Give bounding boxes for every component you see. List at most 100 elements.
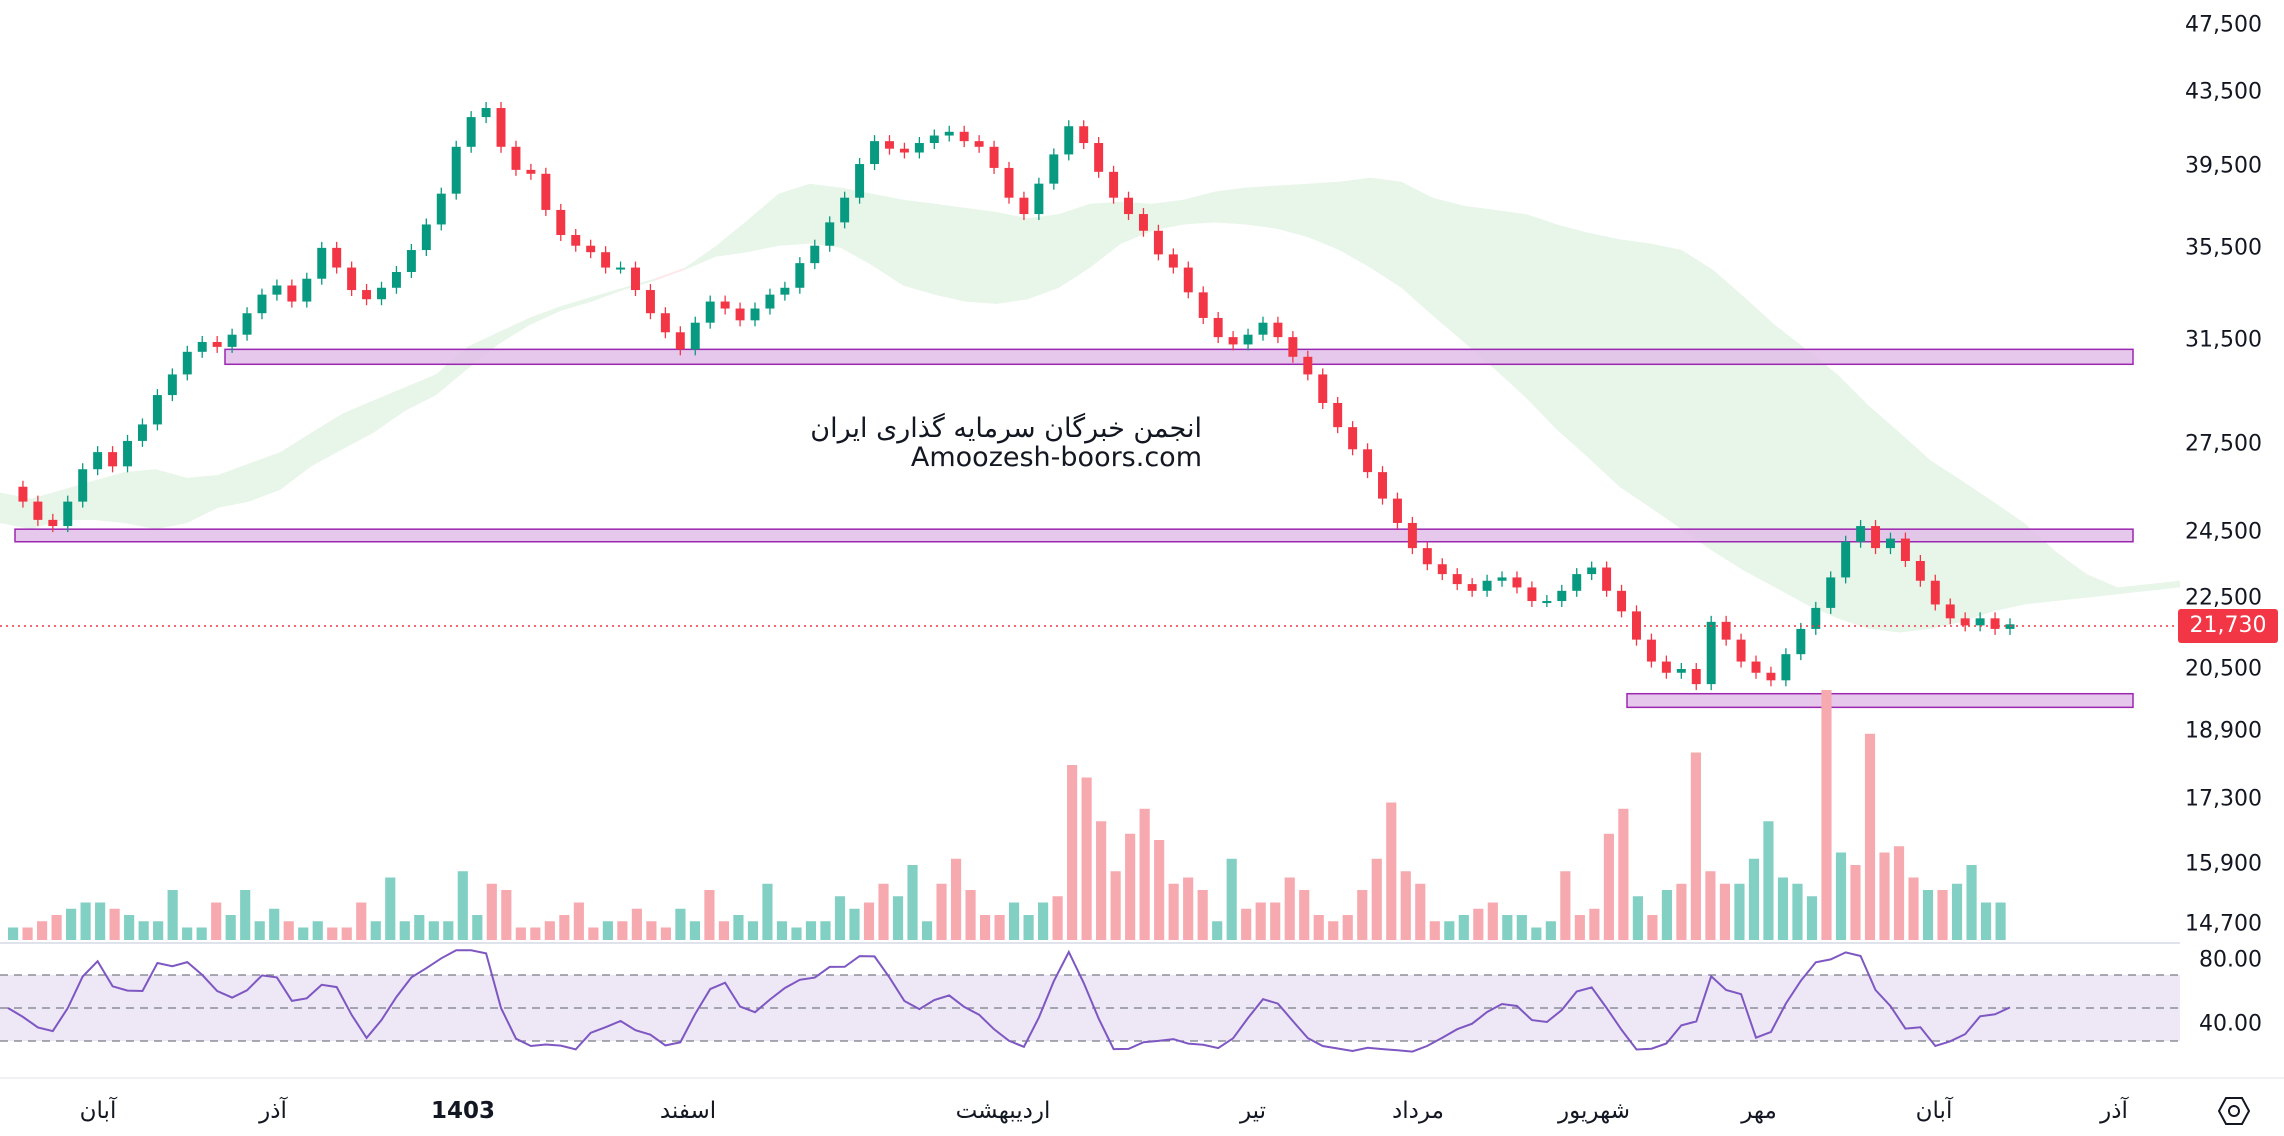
volume-bar [820,921,831,940]
volume-bar [399,921,410,940]
volume-bar [211,902,222,940]
volume-bar [1734,883,1745,940]
volume-bar [1052,896,1063,940]
candle-body [974,141,984,147]
volume-bar [936,883,947,940]
volume-bar [646,921,657,940]
candle-body [511,146,521,170]
candle-body [899,148,909,153]
price-tick-label: 14,700 [2185,911,2262,937]
volume-bar [1995,902,2006,940]
time-label-1403: 1403 [430,1098,496,1124]
candle-body [810,245,820,264]
volume-bar [1589,908,1600,940]
candle-body [1587,567,1597,575]
volume-bar [805,921,817,940]
chart-settings-icon[interactable] [2218,1095,2250,1127]
candle-body [1930,580,1940,605]
candle-body [108,452,118,467]
volume-bar [1719,883,1731,940]
candle-body [1124,197,1134,215]
volume-bar [1415,883,1426,940]
volume-bar [675,908,686,940]
candle-body [780,287,790,295]
volume-bar [1400,871,1411,940]
volume-bar [1661,890,1672,940]
volume-bar [1879,852,1890,940]
candle-body [1288,337,1298,357]
volume-bar [907,865,918,940]
candle-body [1751,661,1761,673]
candle-body [1348,427,1358,450]
volume-bar [501,890,512,940]
candle-body [616,267,626,270]
candle-body [1363,449,1373,473]
candle-body [137,424,147,441]
candle-body [765,294,775,309]
volume-bar [1748,858,1760,940]
candle-body [1796,628,1806,655]
candle-body [1452,574,1462,585]
volume-bar [747,921,759,940]
candle-body [1318,374,1328,403]
candle-body [1661,661,1671,673]
volume-bar [1922,890,1934,940]
candle-body [1333,402,1343,428]
candle-body [1721,621,1731,640]
volume-bar [863,902,875,940]
candle-body [929,135,939,144]
candle-body [1975,618,1985,626]
candle-body [1034,183,1044,215]
volume-bar [762,883,773,940]
candle-body [1064,126,1074,155]
candle-body [1392,498,1402,523]
candle-body [197,341,207,352]
volume-bar [733,915,744,940]
volume-bar [1951,883,1963,940]
watermark-url: Amoozesh-boors.com [910,442,1202,473]
candle-body [48,519,58,527]
candle-body [1527,587,1537,602]
volume-bar [80,902,91,940]
price-tick-label: 47,500 [2185,12,2262,38]
volume-bar [182,927,193,940]
volume-bar [37,921,48,940]
candle-body [436,193,446,225]
candle-body [1512,577,1522,588]
candle-body [1990,618,2000,629]
last-price-badge: 21,730 [2178,609,2278,643]
volume-bar [1850,865,1861,940]
volume-bar [1516,915,1527,940]
candle-body [1691,669,1701,685]
candle-body [855,164,865,198]
candle-body [1138,214,1148,231]
volume-bar [95,902,106,940]
time-label-mehr: مهر [1741,1098,1777,1124]
candle-body [1826,577,1836,608]
volume-bar [791,927,802,940]
volume-bar [8,927,19,940]
volume-bar [718,921,730,940]
candle-body [989,146,999,168]
volume-bar [414,915,425,940]
candle-body [1467,584,1477,591]
volume-bar [849,908,860,940]
candle-body [526,169,536,174]
candle-body [1557,590,1567,602]
volume-bar [1763,821,1774,940]
volume-bar [240,890,251,940]
volume-bar [341,927,352,940]
volume-bar [1502,915,1513,940]
volume-bar [1081,777,1092,940]
volume-bar [950,858,962,940]
volume-bar [1531,927,1542,940]
price-tick-label: 18,900 [2185,718,2262,744]
volume-bar [617,921,628,940]
candle-body [481,108,491,118]
volume-bar [1139,808,1150,940]
volume-bar [1980,902,1992,940]
volume-bar [1386,802,1397,940]
candle-body [1497,577,1507,581]
candle-body [795,263,805,288]
